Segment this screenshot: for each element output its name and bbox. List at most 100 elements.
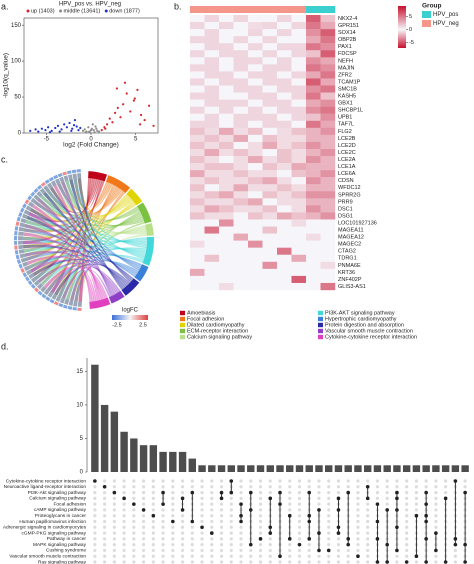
heat-cell [320,261,336,270]
member-dot [375,502,380,506]
empty-dot [219,485,224,489]
empty-dot [103,490,107,495]
empty-dot [297,531,302,535]
row-label: GBX1 [338,101,353,107]
empty-dot [141,519,146,524]
empty-dot [317,560,321,564]
empty-dot [219,479,224,483]
bar [373,465,382,472]
gene-lfc [15,221,20,226]
member-dot [395,548,399,553]
empty-dot [346,560,350,564]
heat-cell [306,50,321,58]
heat-cell [219,85,234,93]
empty-dot [190,485,194,489]
heat-cell [204,233,220,241]
heat-cell [306,141,321,150]
empty-dot [229,508,233,512]
bar [120,431,128,472]
heat-cell [291,184,307,192]
heat-cell [233,205,249,213]
point [63,123,66,126]
ribbon [30,208,134,280]
heat-cell [233,198,249,206]
empty-dot [366,502,370,506]
legend-swatch [422,20,431,27]
empty-dot [141,490,146,495]
heat-cell [248,50,263,58]
heat-cell [204,275,220,284]
member-dot [297,542,302,547]
heat-cell [306,71,321,79]
empty-dot [346,479,350,483]
gene-block [64,298,70,305]
member-dot [346,537,351,541]
heat-cell [190,64,205,72]
point [60,128,63,131]
point [122,103,125,106]
empty-dot [112,560,116,564]
empty-dot [288,508,292,512]
heat-cell [233,184,249,192]
empty-dot [268,554,272,558]
heat-cell [291,275,307,284]
gene-lfc [14,245,18,250]
heat-cell [262,226,278,234]
gene-lfc [48,176,54,182]
empty-dot [103,543,107,547]
ribbon [43,192,125,289]
empty-dot [385,496,389,500]
heat-cell [204,134,220,143]
heat-cell [291,92,307,100]
empty-dot [171,508,175,512]
gene-block [28,273,35,280]
heat-cell [306,233,321,241]
empty-dot [122,519,126,524]
heat-cell [190,134,205,143]
empty-dot [385,490,389,495]
empty-dot [258,508,263,512]
heat-cell [320,106,336,114]
empty-dot [210,543,214,547]
bar [461,465,469,472]
sector [88,171,108,182]
empty-dot [297,514,302,518]
empty-dot [327,519,331,524]
point [91,123,94,126]
heat-cell [233,92,249,100]
empty-dot [346,554,350,558]
heat-cell [233,64,249,72]
gene-lfc [24,199,30,205]
heat-cell [262,163,278,171]
empty-dot [180,554,185,558]
heat-cell [320,29,336,37]
empty-dot [210,485,214,489]
empty-dot [336,537,341,541]
x-axis-label: log2 (Fold Change) [63,142,119,149]
member-dot [375,537,380,541]
empty-dot [336,560,341,564]
empty-dot [405,502,409,506]
heat-cell [320,36,336,44]
heat-cell [219,254,234,262]
member-dot [346,542,351,547]
empty-dot [93,554,97,558]
heat-cell [248,191,263,199]
empty-dot [190,560,194,564]
heat-cell [320,240,336,248]
heat-cell [277,198,292,206]
member-dot [307,537,312,541]
heat-cell [233,148,249,157]
empty-dot [200,514,204,518]
heat-cell [262,134,278,143]
empty-dot [171,485,175,489]
member-dot [317,508,321,512]
heat-cell [277,156,292,164]
point [111,121,114,124]
heat-cell [233,71,249,79]
row-label: SPRR2G [338,192,361,198]
empty-dot [288,560,292,564]
gene-block [36,191,43,198]
row-label: LOC101927136 [338,220,377,226]
set-label: Calcium signaling pathway [29,496,86,502]
